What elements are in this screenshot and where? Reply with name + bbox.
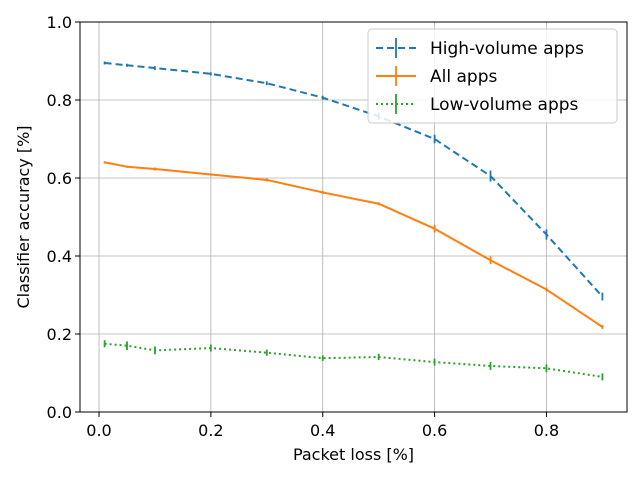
y-tick-label: 0.4 xyxy=(47,247,72,266)
series-line xyxy=(104,161,603,328)
legend-label: High-volume apps xyxy=(430,39,584,59)
x-tick-label: 0.8 xyxy=(534,421,559,440)
y-tick-label: 0.0 xyxy=(47,403,72,422)
legend-entry: Low-volume apps xyxy=(376,94,579,115)
plot-frame xyxy=(79,21,628,413)
series-1 xyxy=(103,161,604,329)
y-axis-label: Classifier accuracy [%] xyxy=(14,125,33,308)
series-0 xyxy=(103,61,604,301)
series-line xyxy=(104,342,603,378)
series-2 xyxy=(103,340,604,381)
y-tick-label: 0.2 xyxy=(47,325,72,344)
legend: High-volume apps All apps Low-volume apps xyxy=(367,28,618,124)
x-tick-label: 0.0 xyxy=(86,421,111,440)
legend-box xyxy=(367,28,618,124)
y-tick-label: 0.8 xyxy=(47,91,72,110)
y-tick-label: 0.6 xyxy=(47,169,72,188)
x-axis-label: Packet loss [%] xyxy=(293,445,414,464)
legend-entry: High-volume apps xyxy=(376,38,584,59)
legend-entry: All apps xyxy=(376,66,497,87)
x-tick-label: 0.6 xyxy=(422,421,447,440)
legend-label: Low-volume apps xyxy=(430,95,579,115)
x-tick-label: 0.4 xyxy=(310,421,335,440)
legend-label: All apps xyxy=(430,67,497,87)
axis-ticks: 0.0 0.2 0.4 0.6 0.8 0.0 0.2 0.4 0.6 0.8 1.0 xyxy=(47,13,560,440)
series-lines xyxy=(103,61,604,381)
y-tick-label: 1.0 xyxy=(47,13,72,32)
x-tick-label: 0.2 xyxy=(198,421,223,440)
